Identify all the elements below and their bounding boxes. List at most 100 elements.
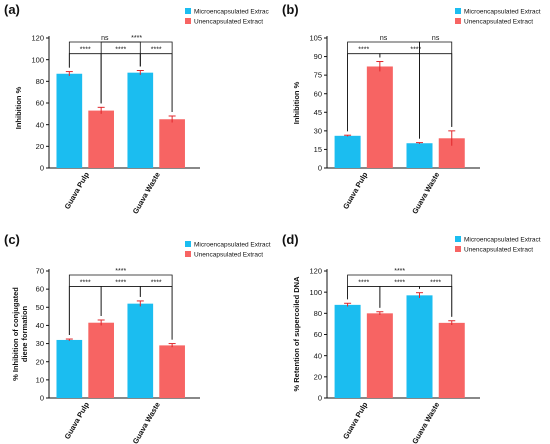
significance-bracket xyxy=(100,41,173,112)
y-tick-label: 60 xyxy=(36,285,44,294)
bar xyxy=(366,313,393,398)
significance-label: **** xyxy=(80,279,91,286)
bar xyxy=(159,119,185,168)
y-tick-label: 0 xyxy=(40,394,44,403)
x-tick-label: Guava Pulp xyxy=(341,170,370,211)
legend-swatch xyxy=(185,18,191,24)
y-tick-label: 20 xyxy=(36,357,44,366)
x-tick-label: Guava Waste xyxy=(410,401,441,444)
legend-label: Microencapsulated Extract xyxy=(194,242,271,249)
y-axis-title-line: % Retention of supercoiled DNA xyxy=(292,276,301,392)
panel-label: (b) xyxy=(282,2,299,17)
significance-label: **** xyxy=(115,279,126,286)
y-tick-label: 40 xyxy=(36,120,44,129)
significance-bracket xyxy=(347,286,381,308)
y-axis-title-line: Inhibition % xyxy=(14,86,23,129)
x-tick-label: Guava Pulp xyxy=(63,170,92,211)
x-tick-label: Guava Waste xyxy=(131,171,162,216)
legend-label: Unencapsulated Extract xyxy=(464,247,533,254)
chart-panel: (c) 0 10 20 30 40 50 60 70 % Inhibition of conjug… xyxy=(4,232,271,444)
x-tick-label: Guava Waste xyxy=(410,171,441,216)
y-tick-label: 80 xyxy=(314,309,322,318)
y-tick-label: 45 xyxy=(314,108,322,117)
x-tick-label: Guava Pulp xyxy=(341,400,370,441)
bar xyxy=(406,295,433,398)
y-tick-label: 20 xyxy=(314,372,322,381)
chart-panel: (d) 0 20 40 60 80 100 120 % Retention of superco… xyxy=(282,232,541,444)
significance-label: **** xyxy=(394,279,405,286)
y-tick-label: 80 xyxy=(36,77,44,86)
chart-panel: (b) 0 15 30 45 60 75 90 105 Inhibition % Guava Pul… xyxy=(282,2,541,216)
y-tick-label: 30 xyxy=(314,126,322,135)
x-tick-label: Guava Waste xyxy=(131,401,162,444)
panel-label: (a) xyxy=(4,2,20,17)
y-tick-label: 20 xyxy=(36,142,44,151)
legend-label: Unencapsulated Extract xyxy=(464,19,533,26)
y-tick-label: 60 xyxy=(36,99,44,108)
significance-label: **** xyxy=(80,47,91,54)
y-axis-title-line: % Inhibition of conjugated xyxy=(11,287,20,381)
y-tick-label: 40 xyxy=(314,351,322,360)
bar xyxy=(56,339,83,398)
y-tick-label: 15 xyxy=(314,145,322,154)
legend-swatch xyxy=(455,236,461,242)
bar xyxy=(334,304,361,398)
bar xyxy=(159,345,185,398)
y-tick-label: 0 xyxy=(318,164,322,173)
y-tick-label: 70 xyxy=(36,267,44,276)
y-tick-label: 0 xyxy=(318,394,322,403)
y-axis-title-line: Inhibition % xyxy=(292,81,301,124)
y-tick-label: 120 xyxy=(309,267,322,276)
significance-label: ns xyxy=(380,35,388,42)
bar xyxy=(88,322,114,398)
chart-panel: (a) 0 20 40 60 80 100 120 Inhibition % Guava Pulp… xyxy=(4,2,270,216)
significance-label: **** xyxy=(358,47,369,54)
significance-label: **** xyxy=(430,279,441,286)
legend-label: Microencapsulated Extrac xyxy=(194,9,270,16)
significance-label: **** xyxy=(115,47,126,54)
bar xyxy=(334,135,361,168)
y-axis-title: Inhibition % xyxy=(292,81,301,124)
y-tick-label: 30 xyxy=(36,339,44,348)
bar xyxy=(438,322,465,398)
legend-swatch xyxy=(185,241,191,247)
significance-bracket xyxy=(419,41,453,139)
y-tick-label: 10 xyxy=(36,375,44,384)
y-tick-label: 100 xyxy=(309,288,322,297)
legend-swatch xyxy=(185,8,191,14)
y-tick-label: 0 xyxy=(40,164,44,173)
y-tick-label: 120 xyxy=(31,34,44,43)
legend-swatch xyxy=(185,251,191,257)
bar xyxy=(366,66,393,168)
y-axis-title: % Inhibition of conjugateddiene formatio… xyxy=(11,287,29,381)
y-tick-label: 105 xyxy=(309,34,322,43)
x-tick-label: Guava Pulp xyxy=(63,400,92,441)
bar xyxy=(56,73,83,168)
y-tick-label: 60 xyxy=(314,89,322,98)
y-tick-label: 75 xyxy=(314,71,322,80)
significance-label: ns xyxy=(101,35,109,42)
significance-label: **** xyxy=(410,47,421,54)
significance-bracket xyxy=(68,274,173,340)
legend-swatch xyxy=(455,246,461,252)
bar xyxy=(406,143,433,168)
legend-swatch xyxy=(455,18,461,24)
legend-label: Unencapsulated Extract xyxy=(194,19,263,26)
significance-bracket xyxy=(347,274,453,317)
panel-label: (d) xyxy=(282,232,299,247)
y-tick-label: 40 xyxy=(36,321,44,330)
legend-label: Microencapsulated Extract xyxy=(464,237,541,244)
y-axis-title: % Retention of supercoiled DNA xyxy=(292,276,301,392)
significance-label: **** xyxy=(394,268,405,275)
bar xyxy=(127,72,154,168)
significance-label: **** xyxy=(131,35,142,42)
y-tick-label: 60 xyxy=(314,330,322,339)
y-tick-label: 90 xyxy=(314,52,322,61)
significance-label: ns xyxy=(432,35,440,42)
significance-label: **** xyxy=(151,47,162,54)
panel-label: (c) xyxy=(4,232,20,247)
y-tick-label: 100 xyxy=(31,55,44,64)
y-tick-label: 50 xyxy=(36,303,44,312)
significance-label: **** xyxy=(151,279,162,286)
